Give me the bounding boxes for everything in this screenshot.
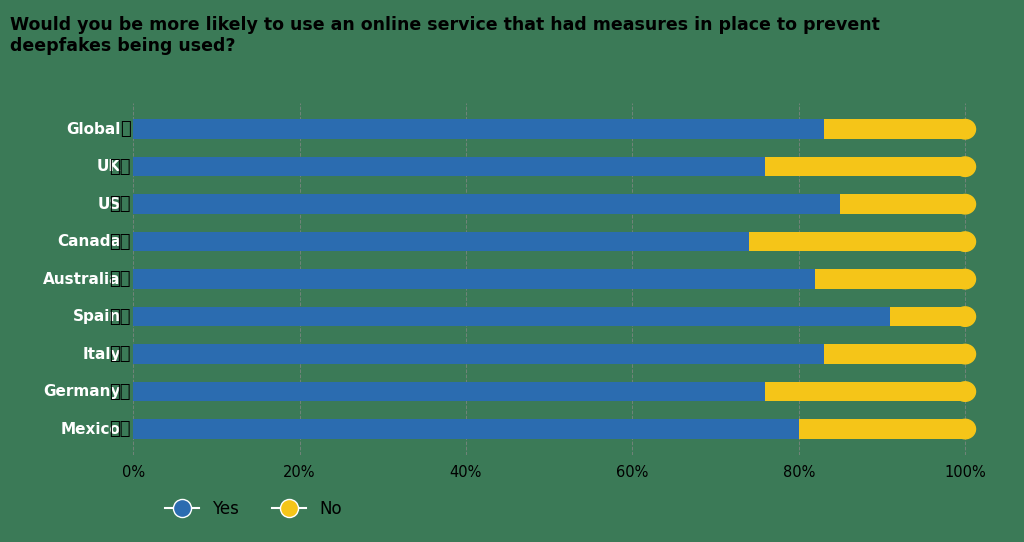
Ellipse shape [954,157,976,177]
Bar [133,420,799,439]
Text: 🇮🇹: 🇮🇹 [110,345,131,363]
Bar [133,307,890,326]
Text: 🇦🇺: 🇦🇺 [110,270,131,288]
Text: Australia: Australia [43,272,121,287]
Ellipse shape [954,307,976,326]
Bar [133,157,766,177]
Text: 🇲🇽: 🇲🇽 [110,420,131,438]
Text: 🇬🇧: 🇬🇧 [110,158,131,176]
Bar [766,382,966,401]
Legend: Yes, No: Yes, No [159,493,348,525]
Ellipse shape [954,420,976,439]
Ellipse shape [954,232,976,251]
Ellipse shape [954,269,976,289]
Bar [823,119,966,139]
Text: Italy: Italy [82,346,121,362]
Bar [766,157,966,177]
Bar [749,232,966,251]
Text: Would you be more likely to use an online service that had measures in place to : Would you be more likely to use an onlin… [10,16,880,55]
Bar [815,269,965,289]
Text: 🇺🇸: 🇺🇸 [110,195,131,213]
Text: 🇩🇪: 🇩🇪 [110,383,131,401]
Text: 🇪🇸: 🇪🇸 [110,308,131,326]
Bar [133,195,841,214]
Bar [133,232,749,251]
Text: Mexico: Mexico [60,422,121,436]
Bar [133,382,766,401]
Bar [133,119,823,139]
Bar [799,420,965,439]
Text: Canada: Canada [56,234,121,249]
Text: 🇨🇦: 🇨🇦 [110,233,131,250]
Ellipse shape [954,195,976,214]
Bar [133,269,815,289]
Bar [823,344,966,364]
Text: UK: UK [96,159,121,174]
Text: 🌐: 🌐 [120,120,131,138]
Bar [133,344,823,364]
Bar [890,307,965,326]
Text: US: US [97,197,121,212]
Bar [841,195,966,214]
Ellipse shape [954,119,976,139]
Text: Global: Global [67,122,121,137]
Text: Spain: Spain [73,309,121,324]
Text: Germany: Germany [43,384,121,399]
Ellipse shape [954,344,976,364]
Ellipse shape [954,382,976,401]
